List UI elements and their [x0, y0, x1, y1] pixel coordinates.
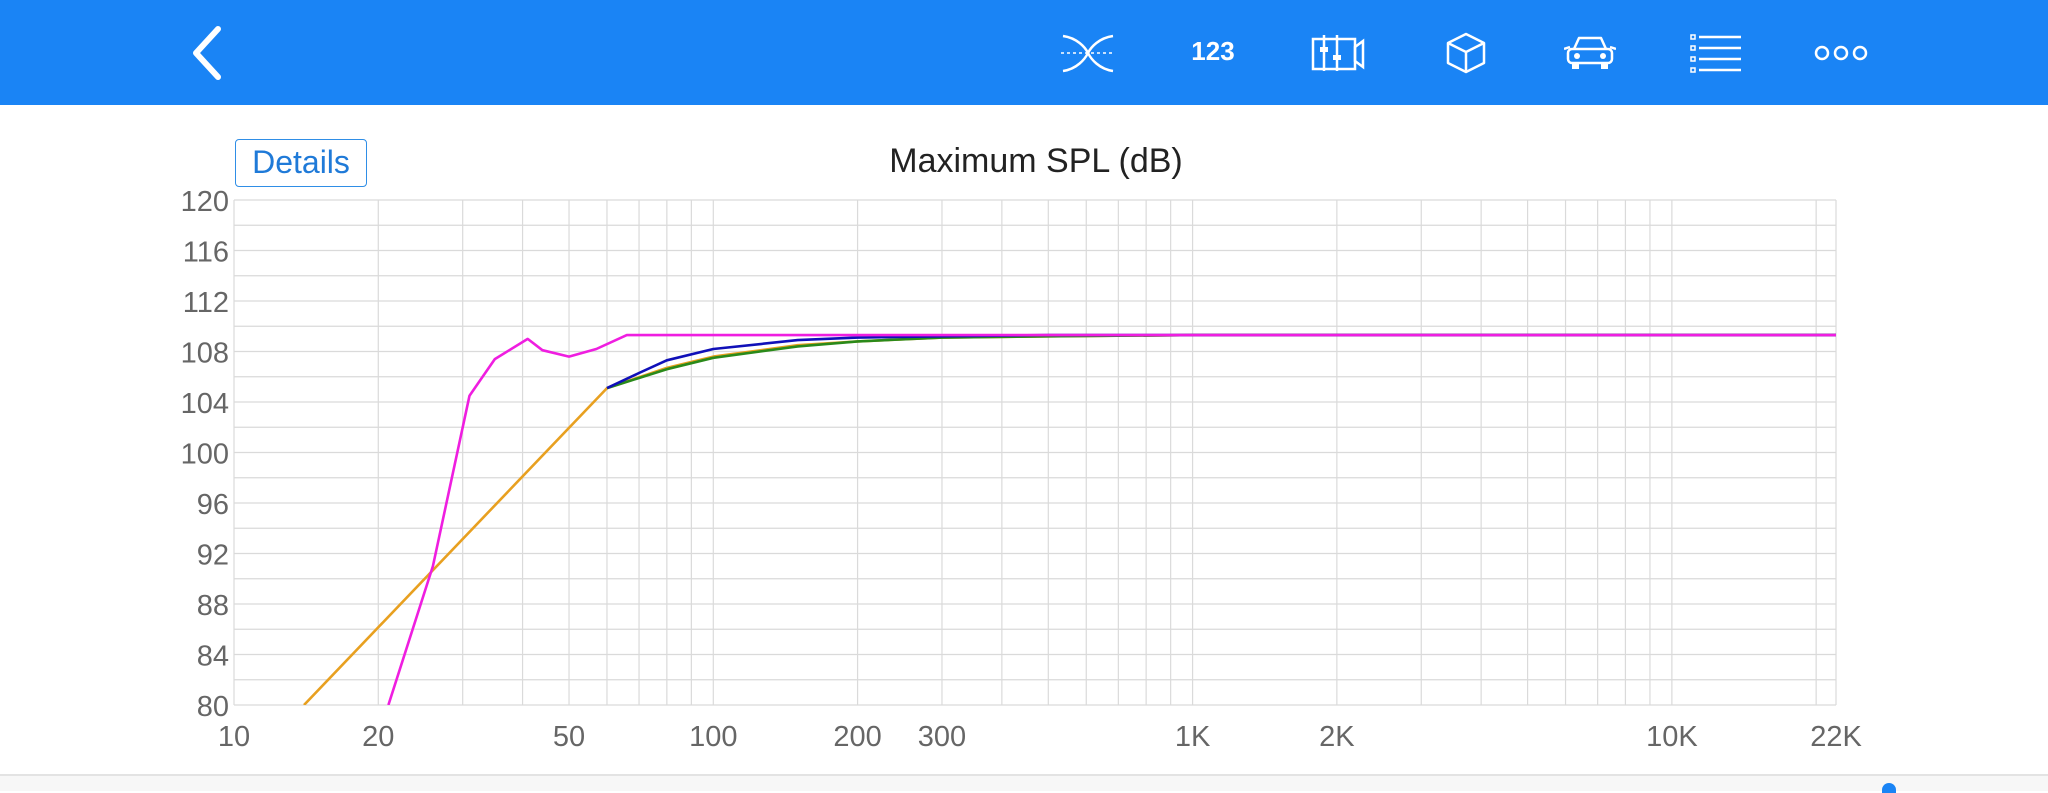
y-tick-label: 84: [197, 641, 229, 673]
x-tick-label: 300: [918, 721, 966, 753]
x-tick-label: 10: [218, 721, 250, 753]
list-icon: [1690, 34, 1741, 73]
x-tick-label: 200: [833, 721, 881, 753]
numbers-icon: 123: [1191, 36, 1234, 66]
y-tick-label: 100: [181, 439, 229, 471]
list-button[interactable]: [1683, 20, 1749, 86]
bottom-panel: [0, 774, 2048, 791]
more-button[interactable]: [1808, 20, 1874, 86]
car-button[interactable]: [1557, 20, 1623, 86]
spl-chart: Maximum SPL (dB) 80 84 88 92 96 100 104 108 112 11…: [181, 142, 1863, 753]
box-icon: [1446, 32, 1486, 74]
x-tick-label: 10K: [1646, 721, 1698, 753]
x-tick-label: 50: [553, 721, 585, 753]
svg-text:123: 123: [1191, 36, 1234, 66]
y-tick-label: 112: [183, 287, 229, 319]
enclosure-icon: [1311, 35, 1365, 71]
y-tick-label: 116: [183, 237, 229, 269]
x-tick-label: 20: [362, 721, 394, 753]
box-button[interactable]: [1433, 20, 1499, 86]
x-tick-label: 100: [689, 721, 737, 753]
x-tick-label: 22K: [1810, 721, 1862, 753]
top-toolbar: 123: [0, 0, 2048, 105]
more-icon: [1814, 45, 1868, 61]
y-tick-label: 80: [197, 691, 229, 723]
x-tick-label: 2K: [1319, 721, 1355, 753]
crossover-button[interactable]: [1055, 20, 1121, 86]
details-button[interactable]: Details: [235, 139, 367, 187]
numbers-button[interactable]: 123: [1180, 20, 1246, 86]
y-tick-label: 96: [197, 489, 229, 521]
y-tick-label: 120: [181, 186, 229, 218]
chevron-left-icon: [193, 26, 221, 80]
car-icon: [1564, 36, 1616, 69]
crossover-icon: [1061, 34, 1115, 73]
x-tick-label: 1K: [1175, 721, 1211, 753]
chart-area: Maximum SPL (dB) 80 84 88 92 96 100 104 108 112 11…: [0, 105, 2048, 770]
y-tick-label: 92: [197, 540, 229, 572]
y-tick-label: 88: [197, 590, 229, 622]
enclosure-button[interactable]: [1308, 20, 1374, 86]
back-button[interactable]: [175, 20, 241, 86]
y-tick-label: 108: [181, 338, 229, 370]
series-line-4: [387, 333, 1836, 705]
slider-handle[interactable]: [1882, 783, 1896, 793]
chart-title: Maximum SPL (dB): [889, 142, 1182, 180]
y-tick-label: 104: [181, 388, 229, 420]
